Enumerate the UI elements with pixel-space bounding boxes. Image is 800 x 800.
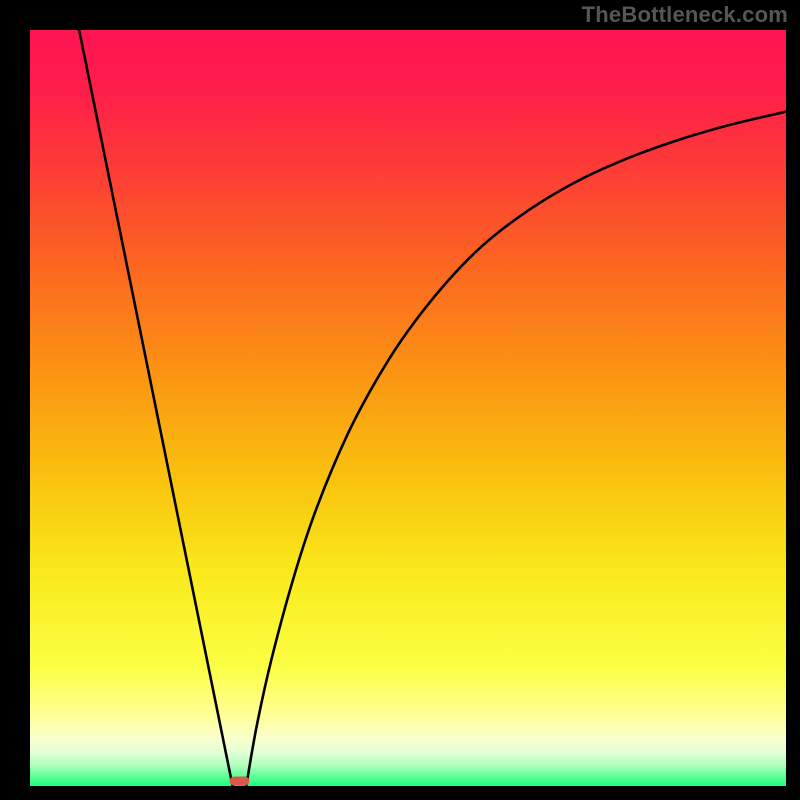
chart-frame: TheBottleneck.com <box>0 0 800 800</box>
watermark-text: TheBottleneck.com <box>582 2 788 28</box>
plot-area <box>30 30 786 786</box>
gradient-background <box>30 30 786 786</box>
plot-svg <box>30 30 786 786</box>
dip-marker <box>230 777 250 786</box>
